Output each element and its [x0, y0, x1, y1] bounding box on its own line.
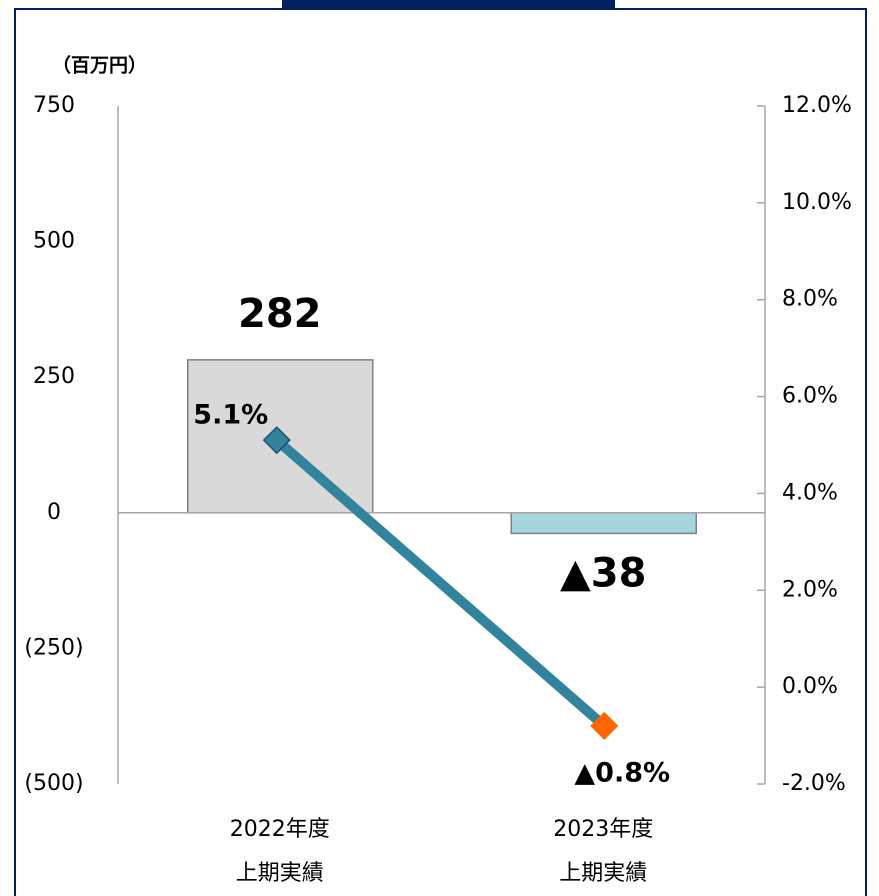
y2-tick-label: 10.0% [782, 190, 852, 215]
y2-tick-label: 8.0% [782, 287, 838, 312]
line [273, 436, 608, 730]
y-tick-label: 500 [33, 229, 75, 254]
y-tick-label: 750 [33, 93, 75, 118]
y-tick-label: (250) [24, 635, 83, 660]
line-marker [590, 711, 619, 740]
y-tick-label: 250 [33, 364, 75, 389]
x-tick-label: 2023年度 [553, 817, 653, 842]
y2-tick-label: 6.0% [782, 384, 838, 409]
bar-value-label: ▲38 [560, 550, 646, 596]
y2-tick-label: -2.0% [782, 771, 846, 796]
x-tick-label: 2022年度 [230, 817, 330, 842]
bar [510, 512, 697, 535]
y-tick-label: (500) [24, 771, 83, 796]
y2-tick-label: 2.0% [782, 577, 838, 602]
y2-tick-label: 0.0% [782, 674, 838, 699]
header-tab [282, 0, 615, 9]
x-tick-label: 上期実績 [559, 861, 647, 886]
line-value-label: 5.1% [193, 400, 268, 431]
y2-tick-label: 12.0% [782, 93, 852, 118]
x-tick-label: 上期実績 [236, 861, 324, 886]
line-marker [262, 426, 291, 455]
bar-value-label: 282 [238, 291, 322, 337]
y2-tick-label: 4.0% [782, 480, 838, 505]
frame [14, 8, 867, 896]
unit-label: （百万円） [52, 54, 147, 77]
line-value-label: ▲0.8% [574, 757, 670, 788]
y-tick-label: 0 [47, 500, 61, 525]
